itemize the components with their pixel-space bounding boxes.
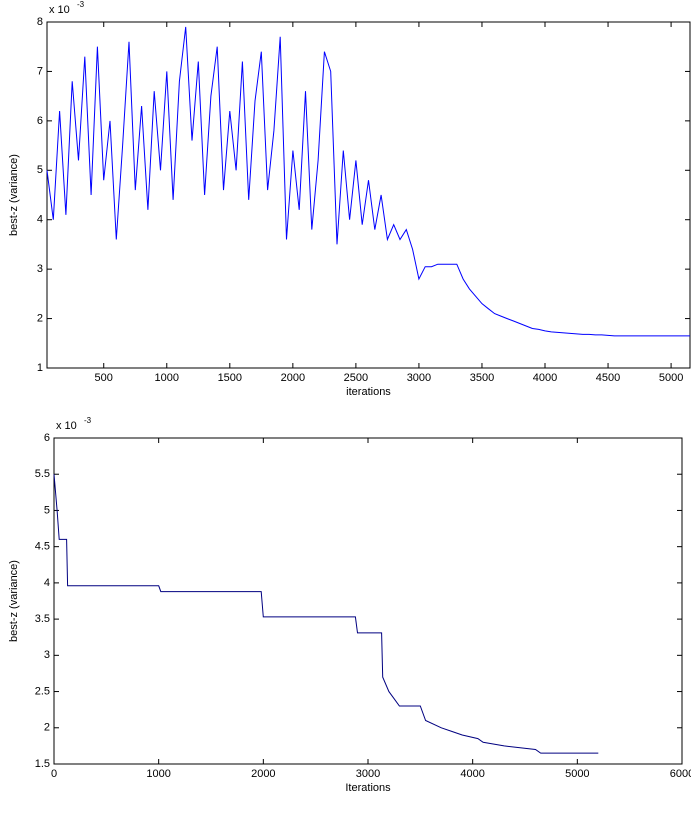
y-axis-label: best-z (variance)	[8, 560, 20, 642]
y-tick-label: 6	[37, 115, 43, 127]
y-tick-label: 1	[37, 362, 43, 374]
y-axis-label: best-z (variance)	[8, 154, 20, 236]
y-tick-label: 3.5	[35, 613, 50, 625]
x-tick-label: 2000	[281, 372, 305, 384]
y-tick-label: 6	[44, 432, 50, 444]
y-exponent-base: x 10	[56, 420, 77, 432]
y-tick-label: 2.5	[35, 685, 50, 697]
y-tick-label: 2	[37, 312, 43, 324]
x-axis-label: iterations	[346, 386, 391, 398]
x-tick-label: 3500	[470, 372, 494, 384]
y-tick-label: 4	[44, 577, 50, 589]
data-line	[46, 26, 690, 337]
y-tick-label: 5.5	[35, 468, 50, 480]
y-tick-label: 8	[37, 16, 43, 28]
y-tick-label: 3	[44, 649, 50, 661]
y-tick-label: 1.5	[35, 758, 50, 770]
x-tick-label: 5000	[565, 768, 589, 780]
y-exponent-base: x 10	[49, 4, 70, 16]
x-tick-label: 3000	[356, 768, 380, 780]
y-tick-label: 5	[44, 504, 50, 516]
y-tick-label: 3	[37, 263, 43, 275]
x-tick-label: 0	[51, 768, 57, 780]
x-tick-label: 1000	[155, 372, 179, 384]
y-tick-label: 4	[37, 214, 43, 226]
x-tick-label: 1500	[218, 372, 242, 384]
y-tick-label: 4.5	[35, 541, 50, 553]
plot-area	[46, 21, 691, 369]
plot-area	[53, 437, 683, 765]
data-line	[53, 474, 599, 754]
y-tick-label: 5	[37, 164, 43, 176]
x-axis-label: Iterations	[345, 782, 391, 794]
x-tick-label: 2500	[344, 372, 368, 384]
x-tick-label: 4000	[533, 372, 557, 384]
x-tick-label: 1000	[146, 768, 170, 780]
x-tick-label: 4000	[460, 768, 484, 780]
y-exponent: -3	[77, 0, 85, 9]
y-tick-label: 2	[44, 722, 50, 734]
x-tick-label: 2000	[251, 768, 275, 780]
x-tick-label: 3000	[407, 372, 431, 384]
y-exponent: -3	[84, 416, 92, 425]
x-tick-label: 4500	[596, 372, 620, 384]
x-tick-label: 6000	[670, 768, 691, 780]
y-tick-label: 7	[37, 65, 43, 77]
x-tick-label: 5000	[659, 372, 683, 384]
x-tick-label: 500	[95, 372, 113, 384]
